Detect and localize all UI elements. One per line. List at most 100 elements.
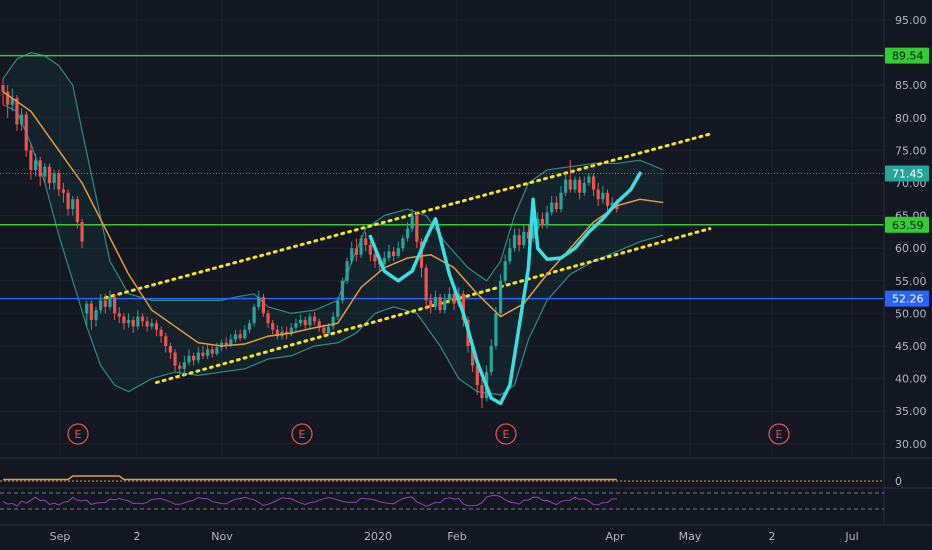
candle-body	[554, 202, 558, 210]
time-axis[interactable]: Sep 2 Nov 2020 Feb Apr May 2 Jul	[0, 524, 932, 543]
candle-body	[480, 385, 484, 399]
candle-body	[201, 352, 205, 356]
candle-body	[57, 173, 61, 190]
candle-body	[261, 297, 265, 314]
candle-body	[415, 215, 419, 242]
candle-body	[410, 215, 414, 229]
current-price-badge-text: 71.45	[892, 168, 924, 181]
candle-body	[340, 280, 345, 301]
candle-body	[247, 323, 252, 330]
candle-body	[131, 319, 135, 327]
candle-body	[317, 321, 321, 328]
bollinger-bands	[2, 51, 664, 396]
channel-upper-line	[103, 132, 712, 300]
candle-body	[99, 300, 103, 311]
candle-body	[252, 306, 256, 324]
bollinger-fill	[3, 52, 664, 395]
candle-body	[38, 160, 42, 177]
price-badges: 89.54 63.59 52.26 71.45	[885, 47, 929, 307]
candle-body	[117, 313, 121, 317]
time-tick-label: Jul	[844, 530, 858, 543]
candle-body	[66, 192, 70, 210]
price-axis[interactable]: 95.0090.0085.0080.0075.0070.0065.0060.00…	[883, 0, 927, 525]
earnings-marker-circle	[495, 423, 517, 445]
candle-body	[312, 316, 317, 322]
candle-body	[164, 336, 168, 346]
candle-body	[33, 160, 38, 170]
candle-body	[433, 297, 438, 307]
time-tick-label: May	[679, 530, 702, 543]
candle-body	[461, 293, 465, 320]
candle-body	[159, 329, 163, 337]
price-tick-label: 45.00	[895, 340, 927, 353]
level-badge-52.26-bg	[885, 290, 929, 307]
candle-body	[322, 327, 326, 333]
candle-body	[289, 327, 293, 335]
candle-body	[471, 346, 475, 366]
candle-body	[75, 199, 79, 223]
time-tick-label: 2	[134, 530, 141, 543]
candle-body	[508, 248, 512, 262]
bollinger-upper-line	[2, 51, 664, 315]
candle-body	[447, 293, 451, 301]
candle-body	[517, 235, 521, 245]
candle-body	[336, 300, 340, 317]
candle-body	[52, 173, 56, 183]
lower-indicator-panes: 0	[0, 457, 932, 510]
candle-body	[85, 303, 89, 314]
candle-body	[257, 297, 261, 307]
candle-body	[503, 261, 507, 281]
candle-body	[573, 179, 577, 190]
candle-body	[350, 248, 354, 262]
candle-body	[540, 218, 544, 226]
candle-body	[136, 316, 140, 327]
candle-body	[145, 321, 149, 327]
candle-body	[331, 316, 335, 327]
candle-body	[271, 323, 275, 330]
current-price-badge-bg	[885, 165, 929, 182]
candle-body	[359, 238, 363, 255]
candle-body	[582, 183, 586, 193]
pattern-line	[368, 171, 642, 406]
candle-body	[405, 228, 410, 239]
candle-body	[299, 319, 303, 324]
candle-body	[550, 202, 554, 213]
candle-body	[308, 316, 312, 326]
candle-body	[429, 300, 433, 307]
candle-body	[243, 329, 247, 339]
level-badge-63.59-text: 63.59	[892, 219, 924, 232]
candle-body	[178, 365, 182, 369]
candle-body	[326, 326, 331, 333]
candle-body	[6, 91, 10, 105]
candle-body	[494, 313, 498, 346]
price-tick-label: 40.00	[895, 373, 927, 386]
candle-body	[424, 267, 428, 301]
osc-tick-zero: 0	[895, 475, 902, 488]
time-tick-label: Sep	[50, 530, 71, 543]
candle-body	[568, 179, 572, 190]
candle-body	[71, 199, 75, 210]
time-tick-label: 2020	[364, 530, 392, 543]
candle-body	[154, 323, 159, 330]
moving-average	[2, 91, 664, 347]
time-tick-label: Apr	[605, 530, 625, 543]
candle-body	[219, 342, 224, 348]
price-tick-label: 75.00	[895, 144, 927, 157]
candle-body	[103, 300, 107, 307]
candle-body	[596, 189, 600, 200]
candle-body	[224, 342, 228, 346]
candle-body	[20, 114, 24, 125]
price-tick-label: 30.00	[895, 438, 927, 451]
candle-body	[150, 323, 154, 327]
ma-line	[2, 91, 664, 347]
candle-body	[94, 310, 98, 320]
candle-body	[80, 222, 84, 242]
price-tick-label: 55.00	[895, 275, 927, 288]
price-tick-label: 80.00	[895, 112, 927, 125]
candle-body	[401, 238, 405, 249]
time-tick-label: Feb	[447, 530, 466, 543]
candle-body	[168, 346, 172, 353]
candle-body	[266, 313, 270, 324]
candle-body	[303, 319, 307, 326]
